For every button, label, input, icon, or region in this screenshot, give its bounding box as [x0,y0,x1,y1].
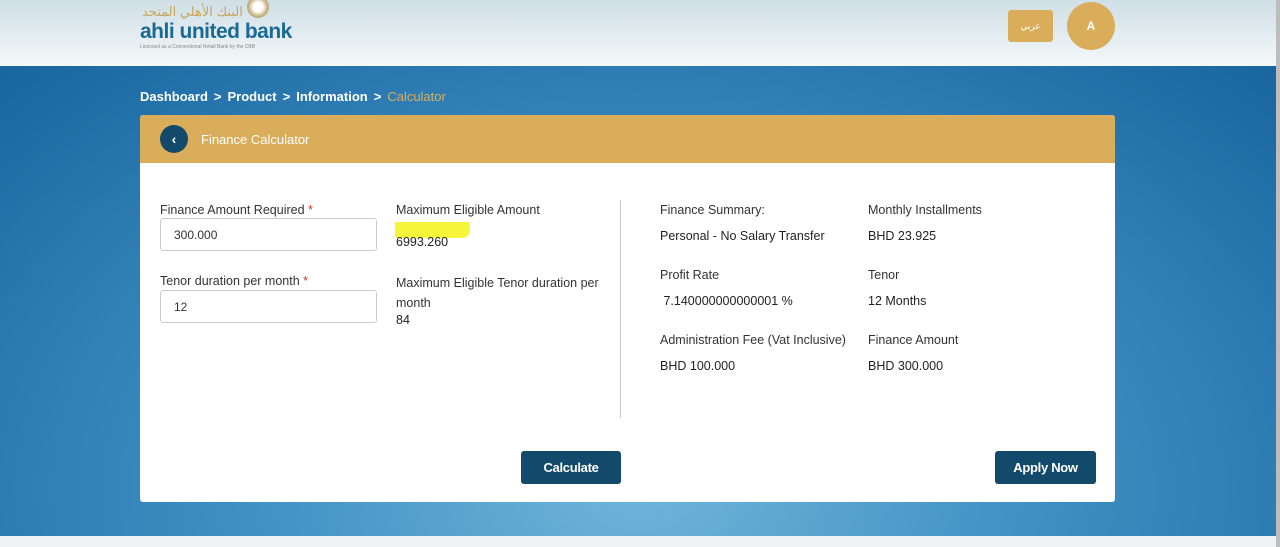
breadcrumb-separator: > [213,89,222,104]
tenor-label-text: Tenor duration per month [160,274,300,288]
summary-value: Personal - No Salary Transfer [660,229,825,243]
summary-cell: Finance Summary: Personal - No Salary Tra… [660,202,868,244]
tenor-label: Tenor duration per month * [160,273,308,289]
breadcrumb-separator: > [282,89,291,104]
avatar[interactable]: A [1067,2,1115,50]
required-mark: * [308,203,313,217]
admin-fee-label: Administration Fee (Vat Inclusive) [660,333,846,347]
max-amount-label: Maximum Eligible Amount [396,203,540,217]
card-header: ‹ Finance Calculator [140,115,1115,163]
admin-fee-value: BHD 100.000 [660,359,736,373]
breadcrumb-separator: > [373,89,382,104]
monthly-installments-cell: Monthly Installments BHD 23.925 [868,202,1088,244]
finance-summary-grid: Finance Summary: Personal - No Salary Tra… [660,202,1088,374]
back-button[interactable]: ‹ [160,125,188,153]
breadcrumb: Dashboard > Product > Information > Calc… [140,89,446,104]
breadcrumb-calculator: Calculator [387,89,446,104]
monthly-installments-value: BHD 23.925 [868,229,937,243]
scrollbar[interactable] [1276,0,1280,547]
top-header: البنك الأهلي المتحد ahli united bank Lic… [0,0,1276,66]
breadcrumb-dashboard[interactable]: Dashboard [140,89,208,104]
profit-rate-value: 7.140000000000001 % [660,294,793,308]
breadcrumb-product[interactable]: Product [227,89,277,104]
finance-amount-summary-value: BHD 300.000 [868,359,944,373]
footer [0,536,1276,547]
finance-amount-summary-label: Finance Amount [868,333,959,347]
max-amount-value: 6993.260 [396,235,449,249]
calculate-button[interactable]: Calculate [521,451,621,484]
logo-name: ahli united bank [140,20,292,43]
finance-amount-input[interactable] [160,218,377,251]
max-tenor-block: Maximum Eligible Tenor duration per mont… [396,273,611,327]
max-tenor-value: 84 [396,313,410,327]
apply-now-button[interactable]: Apply Now [995,451,1096,484]
highlight-mark [395,222,470,238]
logo-tagline: Licensed as a Conventional Retail Bank b… [140,44,256,50]
card-title: Finance Calculator [201,131,310,147]
summary-label: Finance Summary: [660,203,765,217]
admin-fee-cell: Administration Fee (Vat Inclusive) BHD 10… [660,332,868,374]
profit-rate-label: Profit Rate [660,268,720,282]
breadcrumb-information[interactable]: Information [296,89,368,104]
logo-arabic: البنك الأهلي المتحد [142,4,243,19]
tenor-summary-cell: Tenor 12 Months [868,267,1088,309]
required-mark: * [303,274,309,288]
language-button[interactable]: عربي [1008,10,1053,42]
chevron-left-icon: ‹ [171,131,177,147]
monthly-installments-label: Monthly Installments [868,203,982,217]
tenor-input[interactable] [160,290,377,323]
finance-amount-label: Finance Amount Required * [160,202,313,218]
finance-amount-label-text: Finance Amount Required [160,203,305,217]
bank-logo[interactable]: البنك الأهلي المتحد ahli united bank Lic… [140,4,292,51]
max-tenor-label: Maximum Eligible Tenor duration per mont… [396,276,599,310]
finance-amount-summary-cell: Finance Amount BHD 300.000 [868,332,1088,374]
finance-calculator-card: ‹ Finance Calculator Finance Amount Requ… [140,115,1115,502]
tenor-summary-label: Tenor [868,268,900,282]
tenor-summary-value: 12 Months [868,294,927,308]
logo-seal-icon [247,0,269,18]
divider [620,200,621,418]
profit-rate-cell: Profit Rate 7.140000000000001 % [660,267,868,309]
